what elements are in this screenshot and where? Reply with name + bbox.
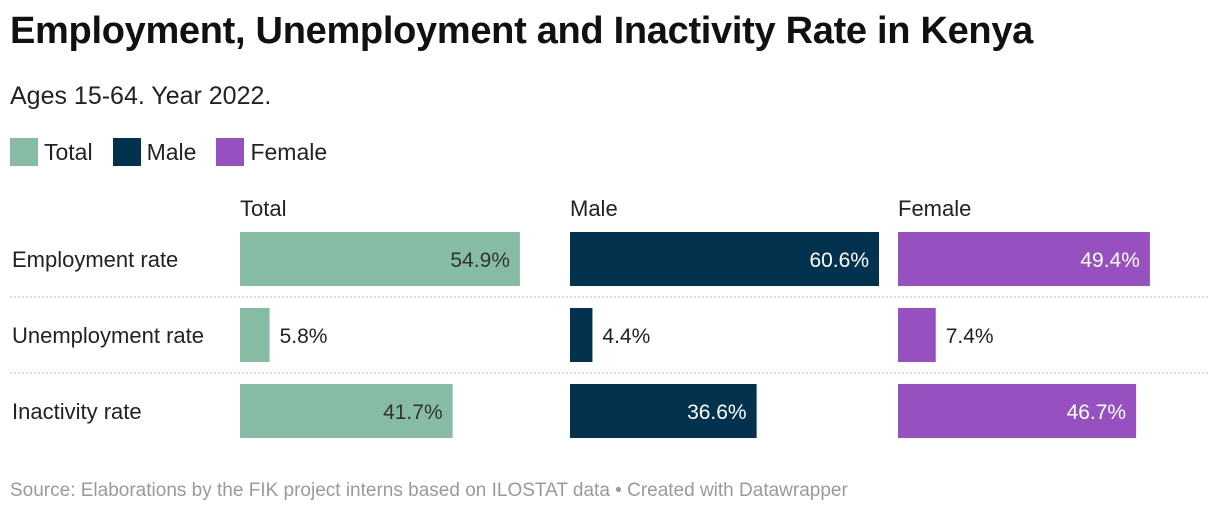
split-bar-chart: Total Male Female Employment rate 54.9% 60.6%…	[10, 196, 1210, 438]
value-label-total-employment-rate: 54.9%	[450, 249, 510, 272]
legend: Total Male Female	[10, 138, 347, 166]
value-label-male-unemployment-rate: 4.4%	[602, 325, 650, 348]
legend-swatch-male	[112, 138, 141, 166]
bar-total-inactivity-rate	[240, 384, 453, 438]
value-label-female-employment-rate: 49.4%	[1080, 249, 1140, 272]
source-note: Source: Elaborations by the FIK project …	[10, 480, 848, 501]
row-label-employment-rate: Employment rate	[12, 247, 178, 272]
legend-swatch-female	[216, 138, 245, 166]
value-label-male-employment-rate: 60.6%	[809, 249, 869, 272]
column-header-male: Male	[570, 196, 618, 221]
chart-subtitle: Ages 15-64. Year 2022.	[10, 82, 272, 110]
row-label-unemployment-rate: Unemployment rate	[12, 323, 204, 348]
legend-item-total: Total	[10, 138, 93, 166]
bar-male-inactivity-rate	[570, 384, 757, 438]
bar-female-inactivity-rate	[898, 384, 1137, 438]
legend-item-female: Female	[216, 138, 327, 166]
value-label-female-unemployment-rate: 7.4%	[946, 325, 994, 348]
value-label-total-unemployment-rate: 5.8%	[280, 325, 328, 348]
chart-title: Employment, Unemployment and Inactivity …	[10, 10, 1033, 52]
value-label-female-inactivity-rate: 46.7%	[1067, 401, 1127, 424]
bar-total-unemployment-rate	[240, 308, 270, 362]
row-label-inactivity-rate: Inactivity rate	[12, 399, 142, 424]
bar-male-employment-rate	[570, 232, 879, 286]
bar-total-employment-rate	[240, 232, 520, 286]
legend-item-male: Male	[112, 138, 197, 166]
column-header-female: Female	[898, 196, 971, 221]
bar-female-unemployment-rate	[898, 308, 936, 362]
legend-label-female: Female	[250, 138, 328, 165]
bar-male-unemployment-rate	[570, 308, 593, 362]
bar-female-employment-rate	[898, 232, 1150, 286]
value-label-total-inactivity-rate: 41.7%	[383, 401, 443, 424]
legend-label-male: Male	[146, 138, 197, 165]
value-label-male-inactivity-rate: 36.6%	[687, 401, 747, 424]
legend-label-total: Total	[44, 138, 93, 165]
column-header-total: Total	[240, 196, 286, 221]
legend-swatch-total	[10, 138, 38, 166]
